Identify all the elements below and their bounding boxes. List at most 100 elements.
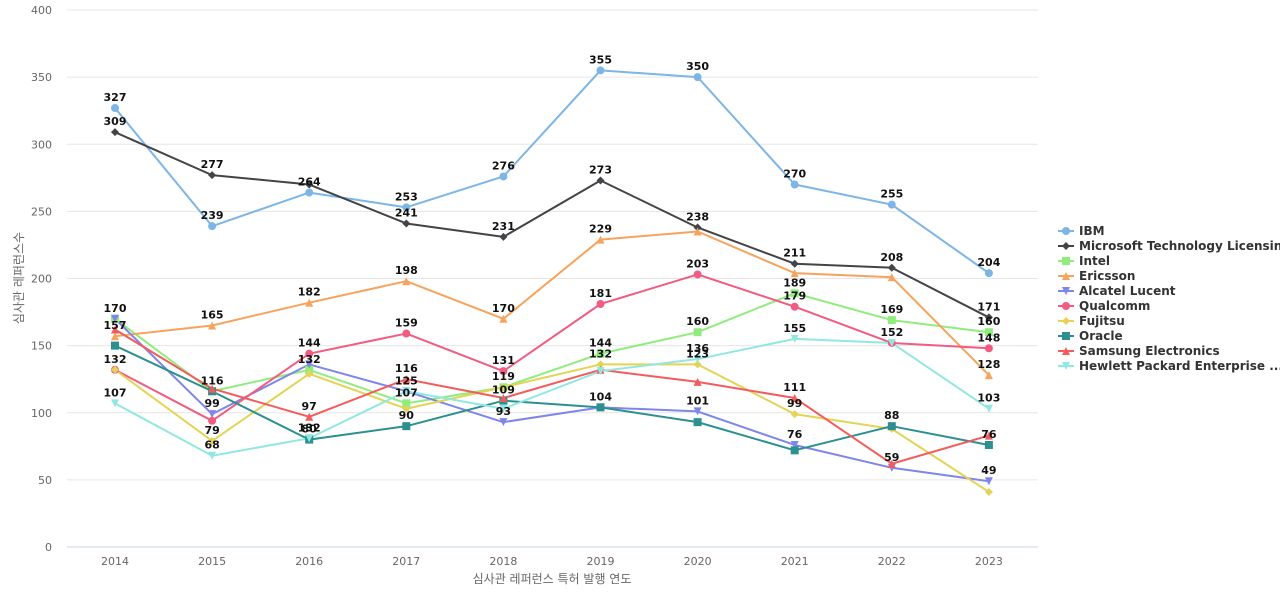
legend-item[interactable]: Microsoft Technology Licensing: [1058, 238, 1280, 253]
data-point-2-8: [887, 316, 896, 325]
data-label: 80: [302, 423, 318, 436]
data-label: 116: [201, 374, 224, 387]
data-point-0-1: [208, 222, 217, 231]
legend-item[interactable]: Ericsson: [1058, 268, 1280, 283]
data-label: 49: [981, 464, 996, 477]
legend-item[interactable]: Oracle: [1058, 328, 1280, 343]
data-point-2-2: [305, 365, 314, 374]
data-label: 229: [589, 223, 612, 236]
data-point-3-0: [111, 332, 119, 341]
data-point-9-1: [208, 451, 217, 460]
data-point-3-3: [402, 277, 411, 286]
data-label: 170: [492, 302, 515, 315]
legend-swatch-icon: [1058, 331, 1074, 340]
data-label: 119: [492, 370, 515, 383]
data-point-7-7: [790, 446, 799, 455]
data-point-5-4: [499, 367, 508, 376]
data-point-0-0: [111, 104, 119, 113]
data-label: 90: [399, 409, 415, 422]
data-point-1-4: [499, 232, 508, 241]
data-point-8-2: [305, 412, 314, 421]
data-point-6-2: [305, 369, 314, 378]
data-point-8-7: [790, 393, 799, 402]
data-label: 68: [204, 439, 219, 452]
data-label: 144: [298, 337, 321, 350]
data-point-3-9: [984, 371, 993, 380]
data-point-9-6: [693, 355, 702, 364]
data-point-1-9: [984, 313, 993, 322]
legend-item[interactable]: IBM: [1058, 223, 1280, 238]
data-point-9-3: [402, 387, 411, 396]
data-point-7-6: [693, 418, 702, 427]
data-label: 79: [204, 424, 219, 437]
data-labels: 327 239 264 253 276 355 350 270 255 204 309 277 241 2…: [104, 53, 1001, 477]
data-point-1-8: [887, 263, 896, 272]
data-point-3-5: [596, 235, 605, 244]
legend-marker-icon: [1062, 271, 1070, 280]
legend: IBM Microsoft Technology Licensing Intel Er…: [1058, 223, 1280, 373]
legend-item[interactable]: Qualcomm: [1058, 298, 1280, 313]
legend-swatch-icon: [1058, 286, 1074, 295]
data-label: 103: [977, 392, 1000, 405]
data-point-3-6: [693, 227, 702, 236]
data-point-8-3: [402, 375, 411, 384]
data-label: 59: [884, 451, 899, 464]
y-tick-label: 350: [31, 71, 52, 84]
data-point-2-3: [402, 399, 411, 408]
series-line-4: [114, 317, 990, 483]
data-point-7-8: [887, 422, 896, 431]
data-point-8-4: [499, 393, 508, 402]
data-point-0-9: [984, 269, 993, 278]
legend-swatch-icon: [1058, 271, 1074, 280]
data-label: 101: [686, 394, 709, 407]
legend-item[interactable]: Fujitsu: [1058, 313, 1280, 328]
y-axis-ticks: 0 50 100 150 200 250 300 350 400: [31, 4, 52, 554]
legend-marker-icon: [1062, 361, 1070, 370]
data-label: 144: [589, 337, 612, 350]
data-label: 182: [298, 286, 321, 299]
data-label: 152: [880, 326, 903, 339]
data-point-8-6: [693, 377, 702, 386]
x-tick-label: 2019: [587, 555, 615, 568]
data-point-1-0: [111, 128, 119, 137]
x-tick-label: 2021: [781, 555, 809, 568]
legend-item[interactable]: Hewlett Packard Enterprise ...: [1058, 358, 1280, 373]
data-point-4-6: [693, 407, 702, 416]
data-label: 97: [302, 400, 317, 413]
legend-item[interactable]: Intel: [1058, 253, 1280, 268]
legend-item[interactable]: Alcatel Lucent: [1058, 283, 1280, 298]
data-point-7-9: [984, 440, 993, 449]
data-point-5-3: [402, 329, 411, 338]
data-point-3-2: [305, 298, 314, 307]
legend-swatch-icon: [1058, 316, 1074, 325]
data-point-3-8: [887, 273, 896, 282]
data-point-6-1: [208, 436, 217, 445]
data-point-6-0: [111, 365, 119, 374]
legend-marker-icon: [1062, 346, 1070, 355]
series-line-6: [114, 363, 990, 493]
data-label: 169: [880, 303, 903, 316]
data-label: 264: [298, 176, 321, 189]
legend-label: Samsung Electronics: [1079, 343, 1220, 358]
data-label: 131: [492, 354, 515, 367]
data-label: 198: [395, 264, 418, 277]
data-label: 239: [201, 209, 224, 222]
data-label: 159: [395, 317, 418, 330]
legend-item[interactable]: Samsung Electronics: [1058, 343, 1280, 358]
legend-label: Ericsson: [1079, 268, 1136, 283]
x-tick-label: 2023: [975, 555, 1003, 568]
data-point-4-7: [790, 440, 799, 449]
legend-label: Qualcomm: [1079, 298, 1151, 313]
data-point-2-9: [984, 328, 993, 337]
x-tick-label: 2022: [878, 555, 906, 568]
legend-label: Intel: [1079, 253, 1110, 268]
y-tick-label: 400: [31, 4, 52, 17]
data-label: 238: [686, 210, 709, 223]
data-label: 109: [492, 384, 515, 397]
data-point-5-2: [305, 349, 314, 358]
data-label: 355: [589, 53, 612, 66]
data-label: 160: [977, 315, 1000, 328]
series-line-3: [114, 230, 990, 377]
data-label: 255: [880, 188, 903, 201]
